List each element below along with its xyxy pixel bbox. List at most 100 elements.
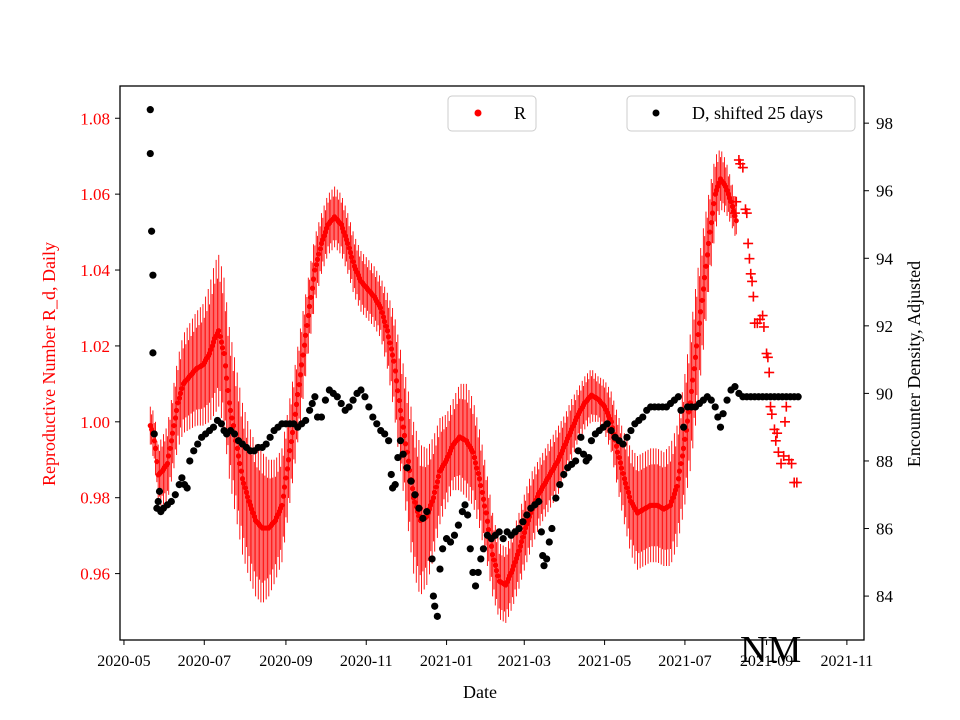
r-point xyxy=(483,510,489,516)
r-point xyxy=(167,445,173,451)
r-point xyxy=(347,249,354,256)
y-right-tick-label: 94 xyxy=(876,249,894,268)
d-point xyxy=(627,426,635,435)
r-point xyxy=(283,475,289,481)
d-point xyxy=(474,568,482,577)
r-point xyxy=(154,459,160,465)
d-point xyxy=(365,403,373,411)
d-point xyxy=(674,393,682,401)
r-forecast-point xyxy=(741,208,752,219)
d-point xyxy=(707,396,715,404)
r-point xyxy=(222,363,228,369)
d-point xyxy=(458,508,466,516)
r-forecast-point xyxy=(757,310,768,321)
r-point xyxy=(216,328,222,334)
d-point xyxy=(369,413,377,421)
r-forecast-point xyxy=(772,428,783,439)
r-point xyxy=(695,331,701,338)
r-forecast-point xyxy=(747,276,758,287)
y-right-tick-label: 88 xyxy=(876,452,893,471)
y-right-tick-label: 86 xyxy=(876,520,893,539)
d-point xyxy=(345,403,353,411)
r-forecast-points xyxy=(729,154,802,488)
d-point xyxy=(317,413,326,421)
y-right-tick-label: 92 xyxy=(876,317,893,336)
d-point xyxy=(321,396,330,404)
d-point xyxy=(419,514,427,522)
r-forecast-point xyxy=(729,208,740,219)
r-point xyxy=(620,470,626,477)
r-point xyxy=(383,323,389,329)
legend-r-label: R xyxy=(514,103,526,123)
d-point xyxy=(519,518,527,526)
r-forecast-point xyxy=(743,238,754,249)
r-point xyxy=(224,375,230,381)
r-point xyxy=(686,409,692,415)
d-point xyxy=(461,501,469,509)
r-point xyxy=(287,448,293,454)
d-point xyxy=(714,413,722,421)
d-point xyxy=(574,447,582,455)
r-point xyxy=(168,438,174,444)
r-point xyxy=(678,460,684,467)
d-point xyxy=(731,383,739,391)
d-point xyxy=(154,497,162,506)
d-point xyxy=(431,602,439,610)
r-point xyxy=(691,366,697,372)
d-point xyxy=(423,508,431,516)
r-point xyxy=(692,354,699,360)
r-point xyxy=(379,309,385,316)
r-point xyxy=(386,334,392,340)
r-point xyxy=(292,411,298,417)
r-point xyxy=(430,495,437,501)
r-point xyxy=(707,229,713,235)
r-point xyxy=(677,468,683,474)
r-point xyxy=(471,454,477,461)
d-point xyxy=(556,481,564,489)
r-point xyxy=(316,251,322,257)
r-point xyxy=(242,485,248,491)
r-point xyxy=(675,476,681,482)
r-point xyxy=(690,377,696,383)
r-point xyxy=(285,457,292,463)
r-point xyxy=(708,220,714,226)
r-point xyxy=(494,567,500,574)
y-left-tick-label: 1.02 xyxy=(80,337,110,356)
d-point xyxy=(333,393,341,401)
d-point xyxy=(186,457,194,465)
r-point xyxy=(166,453,172,459)
d-point xyxy=(149,349,157,357)
y-left-tick-label: 1.08 xyxy=(80,109,110,128)
r-forecast-point xyxy=(762,352,773,363)
r-point xyxy=(241,480,247,486)
d-point xyxy=(677,406,685,414)
r-point xyxy=(405,458,411,464)
r-point xyxy=(733,218,739,224)
d-point xyxy=(585,453,593,462)
r-point xyxy=(674,483,680,489)
r-point xyxy=(279,502,285,508)
d-point xyxy=(477,555,485,563)
x-axis-label: Date xyxy=(463,682,497,702)
r-point xyxy=(314,256,321,263)
r-point xyxy=(433,484,439,490)
r-point xyxy=(679,453,685,459)
r-point xyxy=(282,484,288,490)
y-right-tick-label: 84 xyxy=(876,587,894,606)
d-point xyxy=(711,403,719,411)
d-point xyxy=(311,393,319,401)
r-point xyxy=(391,358,397,364)
d-point xyxy=(209,423,218,431)
r-point xyxy=(704,252,710,258)
r-point xyxy=(617,460,623,466)
d-point xyxy=(454,521,463,529)
r-forecast-point xyxy=(773,447,784,458)
r-point xyxy=(151,438,157,444)
y-left-tick-label: 1.06 xyxy=(80,185,110,204)
r-point xyxy=(393,378,400,384)
d-point xyxy=(190,447,198,455)
r-point xyxy=(305,312,311,319)
r-point xyxy=(623,480,629,486)
r-point xyxy=(299,362,305,368)
d-point xyxy=(381,430,389,438)
